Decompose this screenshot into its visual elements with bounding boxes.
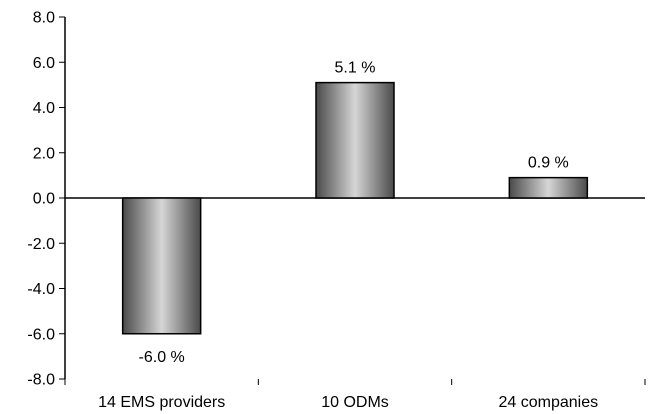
y-tick-label: -2.0 (27, 236, 55, 253)
y-tick-label: 0.0 (33, 191, 55, 208)
bar (315, 81, 395, 199)
bar (508, 176, 589, 199)
data-label: -6.0 % (139, 349, 185, 366)
y-tick-label: 8.0 (33, 10, 55, 27)
labels: 8.0 6.0 4.0 2.0 0.0 -2.0 -4.0 -6.0 -8.0 14 EMS pr… (27, 10, 598, 412)
x-category-label: 24 companies (499, 394, 599, 411)
y-tick-label: -8.0 (27, 372, 55, 389)
x-category-label: 14 EMS providers (98, 394, 225, 411)
bar (121, 197, 202, 335)
data-label: 0.9 % (528, 155, 569, 172)
y-tick-label: 6.0 (33, 55, 55, 72)
data-label: 5.1 % (335, 60, 376, 77)
y-tick-label: -4.0 (27, 281, 55, 298)
bars (121, 81, 589, 335)
y-tick-label: 2.0 (33, 145, 55, 162)
x-category-label: 10 ODMs (321, 394, 389, 411)
y-tick-label: 4.0 (33, 100, 55, 117)
y-tick-label: -6.0 (27, 326, 55, 343)
